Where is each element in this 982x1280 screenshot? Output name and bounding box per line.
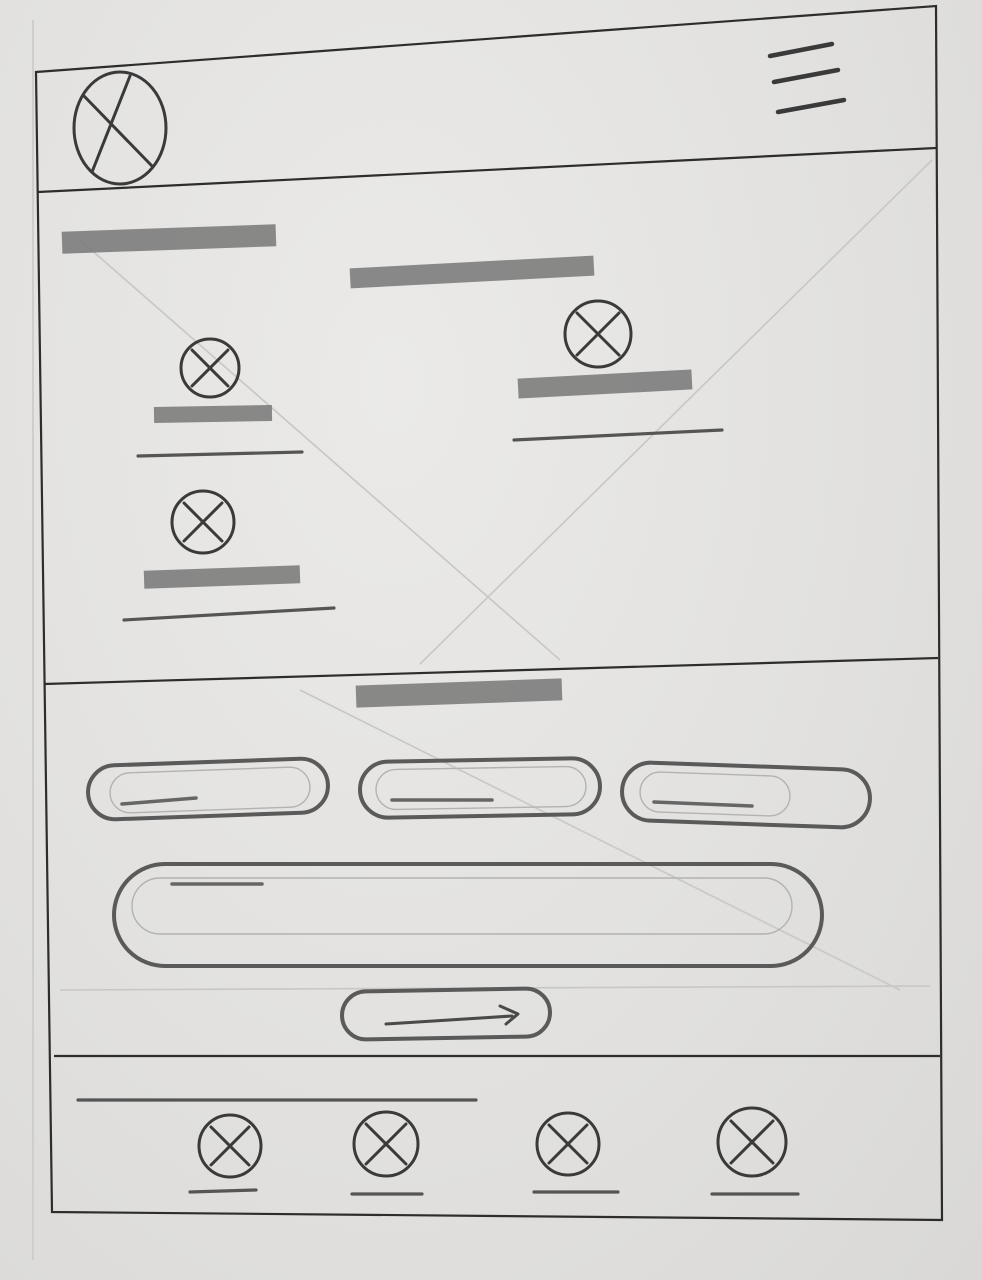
field-placeholder-line [652,800,754,808]
feature-title-bar [153,404,273,424]
footer-link[interactable] [532,1111,620,1194]
feature-image-icon [179,337,241,399]
feature-item [512,299,724,442]
feature-text-line [136,450,304,458]
form-field-wide[interactable] [112,862,824,968]
hero-title-bar [61,224,277,254]
form-title-bar [355,678,563,708]
header [37,41,937,194]
feature-title-bar [517,369,693,399]
footer [76,1098,800,1196]
footer-link-icon [197,1113,263,1179]
feature-item [136,337,304,458]
footer-link[interactable] [710,1106,800,1196]
feature-text-line [512,428,724,442]
logo-placeholder-icon[interactable] [72,70,168,186]
feature-text-line [122,606,336,622]
form-field[interactable] [358,756,602,820]
form-section [54,678,940,1058]
feature-image-icon [170,489,236,555]
hero-subtitle-bar [349,255,595,289]
arrow-right-icon [384,1004,520,1026]
footer-link-icon [535,1111,601,1177]
footer-link[interactable] [188,1113,263,1194]
paper-guide-line [32,20,34,1260]
form-field[interactable] [86,756,330,822]
submit-button[interactable] [340,986,552,1042]
footer-link-icon [352,1110,420,1178]
hero-section [43,159,939,686]
hamburger-menu-icon[interactable] [767,41,847,115]
feature-item [122,489,336,622]
field-placeholder-line [120,796,198,806]
form-field[interactable] [620,760,872,830]
feature-title-bar [143,565,301,589]
footer-link-icon [716,1106,788,1178]
device-frame [34,4,944,1222]
footer-link[interactable] [350,1110,424,1196]
feature-image-icon [563,299,633,369]
